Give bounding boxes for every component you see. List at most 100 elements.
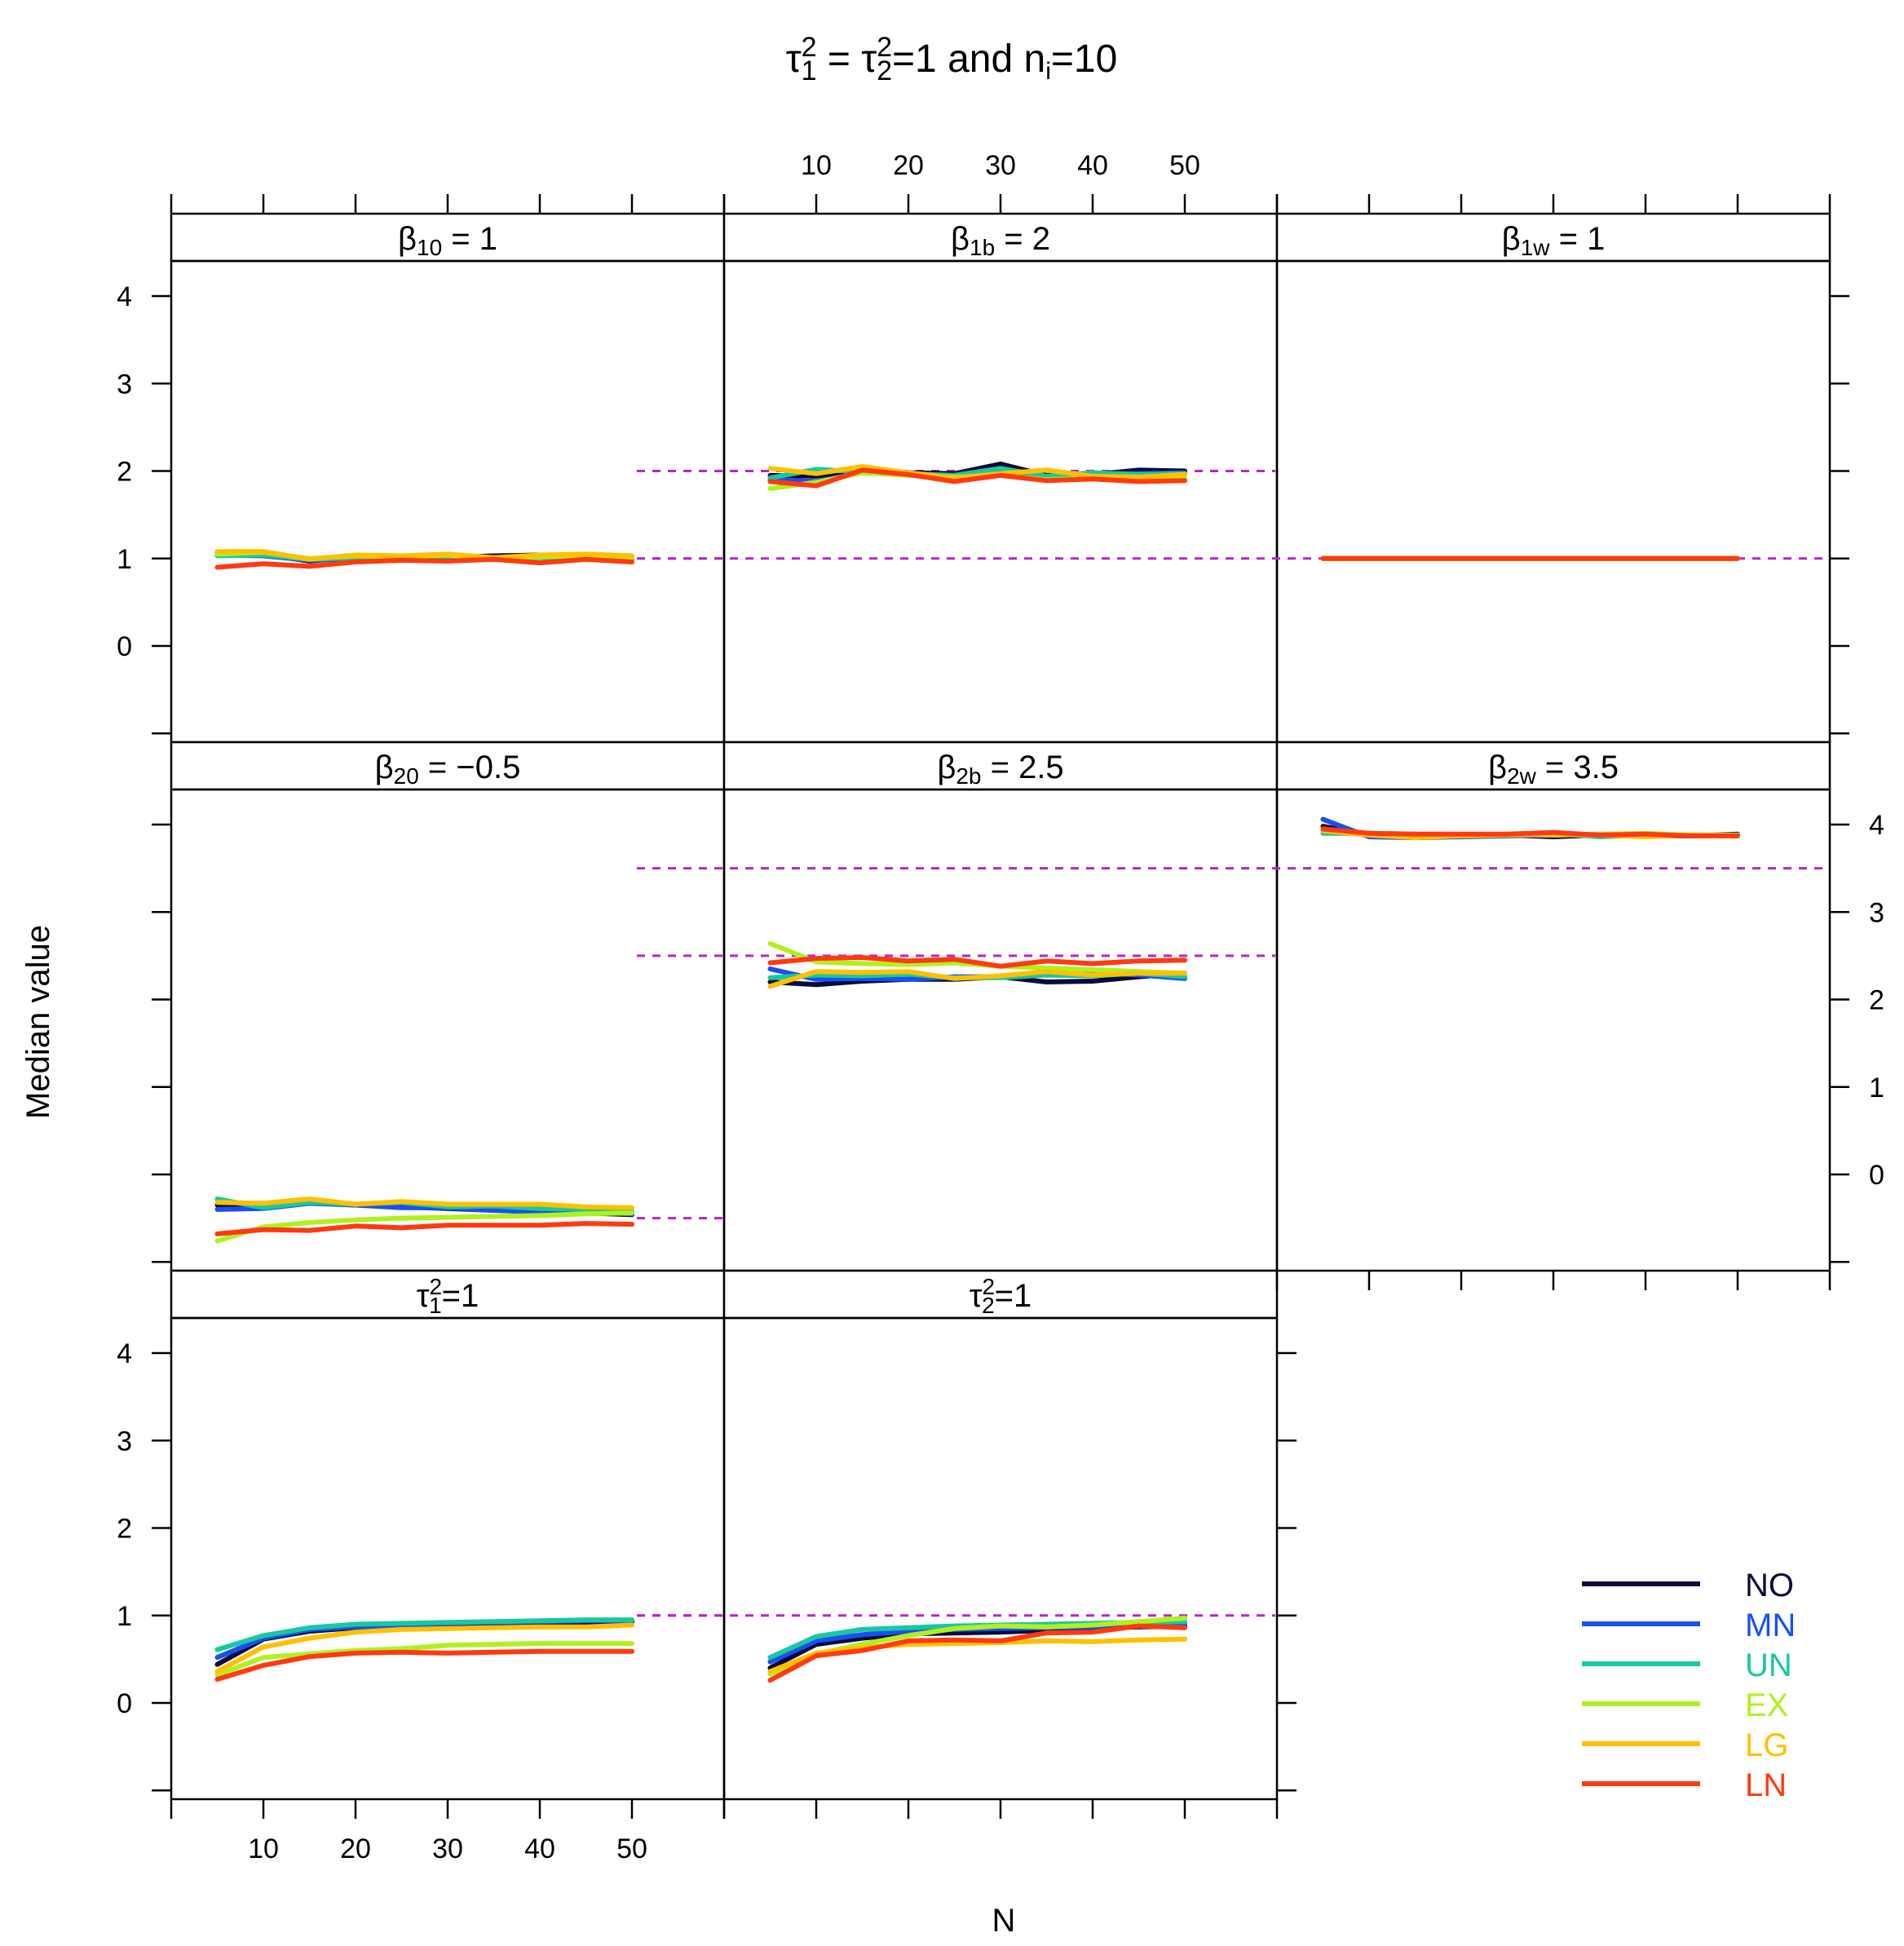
strip-tau2 xyxy=(722,1269,1279,1320)
series-line-lg-beta10 xyxy=(214,549,634,562)
strip-label-beta2b: β2b = 2.5 xyxy=(937,750,1063,789)
legend-label-ln: LN xyxy=(1745,1767,1787,1803)
series-line-un-tau1 xyxy=(214,1617,634,1652)
y-axis-title: Median value xyxy=(20,925,56,1119)
legend-label-ex: EX xyxy=(1745,1687,1788,1723)
y-tick-label-left: 2 xyxy=(117,457,132,488)
legend-label-mn: MN xyxy=(1745,1608,1796,1643)
strip-value: = 2.5 xyxy=(981,750,1063,785)
title-subscript: 1 xyxy=(802,55,817,86)
y-tick-label-right: 4 xyxy=(1869,810,1884,841)
x-tick-label-top: 50 xyxy=(1169,150,1200,181)
title-superscript: 2 xyxy=(877,32,892,63)
plot-frame-beta20 xyxy=(170,788,726,1272)
x-tick-label-top: 30 xyxy=(985,150,1016,181)
strip-subscript: 2w xyxy=(1507,763,1537,789)
strip-superscript: 2 xyxy=(430,1274,443,1299)
panel-beta1w: β 1w = 1 xyxy=(637,212,1831,744)
series-line-ln-beta20 xyxy=(214,1221,634,1236)
title-tau: τ xyxy=(786,38,802,81)
plot-frame-beta10 xyxy=(170,259,726,744)
strip-label-tau1: τ2 1=1 xyxy=(417,1274,479,1319)
title-subscript-i: i xyxy=(1045,58,1051,85)
x-tick-label-bottom: 50 xyxy=(616,1833,647,1864)
series-line-ln-beta1b xyxy=(767,467,1187,489)
y-tick-label-right: 3 xyxy=(1869,897,1884,928)
strip-label-tau2: τ2 2=1 xyxy=(970,1274,1032,1319)
y-tick-label-left: 3 xyxy=(117,1426,132,1457)
series-line-ln-tau1 xyxy=(214,1648,634,1682)
series-line-lg-tau1 xyxy=(214,1622,634,1674)
strip-value: = 2 xyxy=(995,221,1050,257)
title-superscript: 2 xyxy=(802,32,817,63)
strip-superscript: 2 xyxy=(983,1274,996,1299)
strip-label-beta1w: β1w = 1 xyxy=(1502,221,1606,260)
strip-symbol: β xyxy=(1488,750,1507,785)
title-tau: τ xyxy=(861,38,877,81)
panel-beta2b: β2b = 2.5 xyxy=(637,741,1279,1272)
strip-value: = 1 xyxy=(442,221,497,257)
x-axis-title: N xyxy=(992,1903,1016,1939)
plot-frame-beta1b xyxy=(722,259,1279,744)
legend-label-lg: LG xyxy=(1745,1727,1788,1763)
series-line-ln-beta2w xyxy=(1320,826,1740,838)
panel-beta20: β20 = −0.5 xyxy=(170,741,726,1272)
series-line-ex-beta20 xyxy=(214,1210,634,1244)
series-line-ln-beta10 xyxy=(214,556,634,570)
panel-beta1b: β1b = 2 xyxy=(637,212,1279,744)
strip-label-beta20: β20 = −0.5 xyxy=(375,750,521,789)
y-tick-label-right: 2 xyxy=(1869,985,1884,1016)
strip-symbol: β xyxy=(937,750,956,785)
y-tick-label-left: 1 xyxy=(117,1601,132,1632)
y-tick-label-left: 0 xyxy=(117,1688,132,1719)
x-tick-label-top: 40 xyxy=(1077,150,1108,181)
strip-symbol: τ xyxy=(417,1278,430,1314)
series-line-ln-beta2b xyxy=(767,955,1187,969)
y-tick-label-right: 1 xyxy=(1869,1073,1884,1103)
strip-value: = −0.5 xyxy=(419,750,521,785)
plot-frame-tau2 xyxy=(722,1316,1279,1801)
strip-value: =1 xyxy=(995,1278,1032,1314)
strip-value: = 3.5 xyxy=(1536,750,1619,785)
plot-frame-tau1 xyxy=(170,1316,726,1801)
strip-beta2w xyxy=(1275,741,1831,791)
strip-symbol: β xyxy=(375,750,394,785)
title-text-end: =10 xyxy=(1051,38,1117,81)
y-tick-label-left: 3 xyxy=(117,369,132,400)
strip-label-beta10: β10 = 1 xyxy=(398,221,497,260)
x-tick-label-top: 20 xyxy=(893,150,924,181)
plot-frame-beta2w xyxy=(1275,788,1831,1272)
series-line-lg-beta1b xyxy=(767,464,1187,481)
chart-title: τ2 1 = τ2 2=1 and ni=10 xyxy=(786,32,1118,86)
x-tick-label-bottom: 40 xyxy=(524,1833,555,1864)
series-line-ex-tau1 xyxy=(214,1641,634,1678)
title-equals: = xyxy=(817,38,862,81)
strip-symbol: β xyxy=(398,221,417,257)
strip-subscript: 2b xyxy=(956,763,981,789)
y-tick-label-right: 0 xyxy=(1869,1160,1884,1191)
x-tick-label-bottom: 10 xyxy=(248,1833,279,1864)
strip-label-beta1b: β1b = 2 xyxy=(951,221,1050,260)
series-line-ln-tau2 xyxy=(767,1623,1187,1683)
strip-subscript: 10 xyxy=(417,235,442,260)
strip-subscript: 1w xyxy=(1521,235,1551,260)
strip-tau1 xyxy=(170,1269,726,1320)
strip-beta1w xyxy=(1275,212,1831,263)
y-tick-label-left: 4 xyxy=(117,1338,132,1369)
legend: NO MN UN EX LG LN xyxy=(1582,1568,1796,1803)
strip-value: = 1 xyxy=(1549,221,1605,257)
panel-tau1: τ2 1=1 xyxy=(170,1269,726,1801)
y-tick-label-left: 2 xyxy=(117,1514,132,1545)
strip-subscript: 2 xyxy=(982,1293,995,1318)
series-line-lg-tau2 xyxy=(767,1636,1187,1674)
y-tick-label-left: 4 xyxy=(117,281,132,312)
strip-value: =1 xyxy=(442,1278,479,1314)
strip-subscript: 1 xyxy=(429,1293,442,1318)
x-tick-label-bottom: 30 xyxy=(432,1833,463,1864)
strip-symbol: β xyxy=(951,221,970,257)
plot-frame-beta1w xyxy=(1275,259,1831,744)
series-line-lg-beta20 xyxy=(214,1196,634,1210)
